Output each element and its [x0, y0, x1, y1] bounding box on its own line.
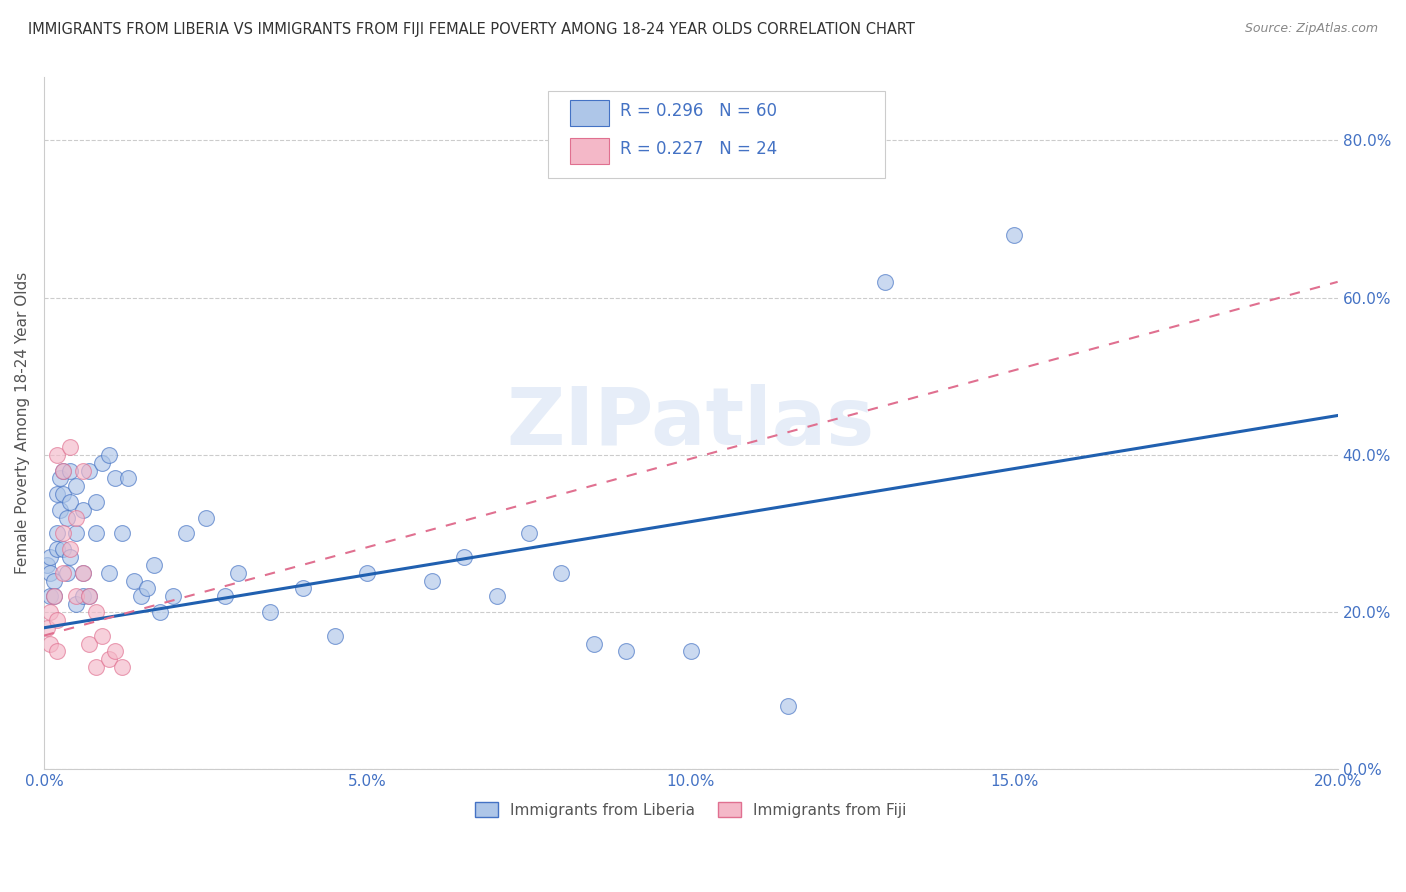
Point — [55, 566, 77, 580]
Point — [84, 605, 107, 619]
Point — [194, 510, 217, 524]
Point — [59, 549, 82, 564]
Point — [65, 479, 87, 493]
Point — [614, 644, 637, 658]
Point — [129, 590, 152, 604]
Point — [485, 590, 508, 604]
Text: Source: ZipAtlas.com: Source: ZipAtlas.com — [1244, 22, 1378, 36]
Text: ZIPatlas: ZIPatlas — [506, 384, 875, 462]
Point — [45, 542, 67, 557]
Point — [110, 526, 132, 541]
Point — [136, 582, 159, 596]
Point — [323, 629, 346, 643]
Text: R = 0.296   N = 60: R = 0.296 N = 60 — [620, 102, 776, 120]
Point — [52, 464, 75, 478]
Point — [59, 440, 82, 454]
Point — [52, 487, 75, 501]
Point — [104, 644, 127, 658]
Point — [52, 566, 75, 580]
Point — [149, 605, 172, 619]
Point — [45, 644, 67, 658]
Point — [37, 558, 59, 572]
Point — [582, 636, 605, 650]
Point — [45, 487, 67, 501]
Point — [214, 590, 236, 604]
Point — [45, 613, 67, 627]
Point — [65, 590, 87, 604]
Point — [39, 636, 62, 650]
FancyBboxPatch shape — [548, 91, 884, 178]
Point — [77, 636, 100, 650]
Point — [1002, 227, 1025, 242]
Point — [42, 590, 65, 604]
Point — [39, 590, 62, 604]
Point — [65, 510, 87, 524]
Bar — [571, 137, 609, 164]
Y-axis label: Female Poverty Among 18-24 Year Olds: Female Poverty Among 18-24 Year Olds — [15, 272, 30, 574]
Bar — [571, 100, 609, 126]
Legend: Immigrants from Liberia, Immigrants from Fiji: Immigrants from Liberia, Immigrants from… — [468, 796, 912, 824]
Point — [679, 644, 702, 658]
Point — [49, 471, 72, 485]
Point — [97, 448, 120, 462]
Point — [110, 660, 132, 674]
Point — [45, 448, 67, 462]
Point — [72, 566, 94, 580]
Point — [72, 464, 94, 478]
Point — [77, 590, 100, 604]
Text: R = 0.227   N = 24: R = 0.227 N = 24 — [620, 140, 778, 158]
Point — [420, 574, 443, 588]
Point — [55, 510, 77, 524]
Point — [59, 495, 82, 509]
Point — [52, 526, 75, 541]
Point — [72, 503, 94, 517]
Text: IMMIGRANTS FROM LIBERIA VS IMMIGRANTS FROM FIJI FEMALE POVERTY AMONG 18-24 YEAR : IMMIGRANTS FROM LIBERIA VS IMMIGRANTS FR… — [28, 22, 915, 37]
Point — [39, 566, 62, 580]
Point — [72, 566, 94, 580]
Point — [104, 471, 127, 485]
Point — [39, 549, 62, 564]
Point — [39, 605, 62, 619]
Point — [873, 275, 896, 289]
Point — [84, 495, 107, 509]
Point — [37, 621, 59, 635]
Point — [84, 660, 107, 674]
Point — [91, 456, 114, 470]
Point — [117, 471, 139, 485]
Point — [291, 582, 314, 596]
Point — [72, 590, 94, 604]
Point — [77, 464, 100, 478]
Point — [142, 558, 165, 572]
Point — [45, 526, 67, 541]
Point — [91, 629, 114, 643]
Point — [77, 590, 100, 604]
Point — [49, 503, 72, 517]
Point — [52, 542, 75, 557]
Point — [97, 652, 120, 666]
Point — [52, 464, 75, 478]
Point — [550, 566, 572, 580]
Point — [65, 597, 87, 611]
Point — [162, 590, 184, 604]
Point — [65, 526, 87, 541]
Point — [84, 526, 107, 541]
Point — [226, 566, 249, 580]
Point — [174, 526, 197, 541]
Point — [517, 526, 540, 541]
Point — [59, 542, 82, 557]
Point — [42, 574, 65, 588]
Point — [453, 549, 475, 564]
Point — [42, 590, 65, 604]
Point — [97, 566, 120, 580]
Point — [776, 699, 799, 714]
Point — [59, 464, 82, 478]
Point — [259, 605, 281, 619]
Point — [124, 574, 146, 588]
Point — [356, 566, 378, 580]
